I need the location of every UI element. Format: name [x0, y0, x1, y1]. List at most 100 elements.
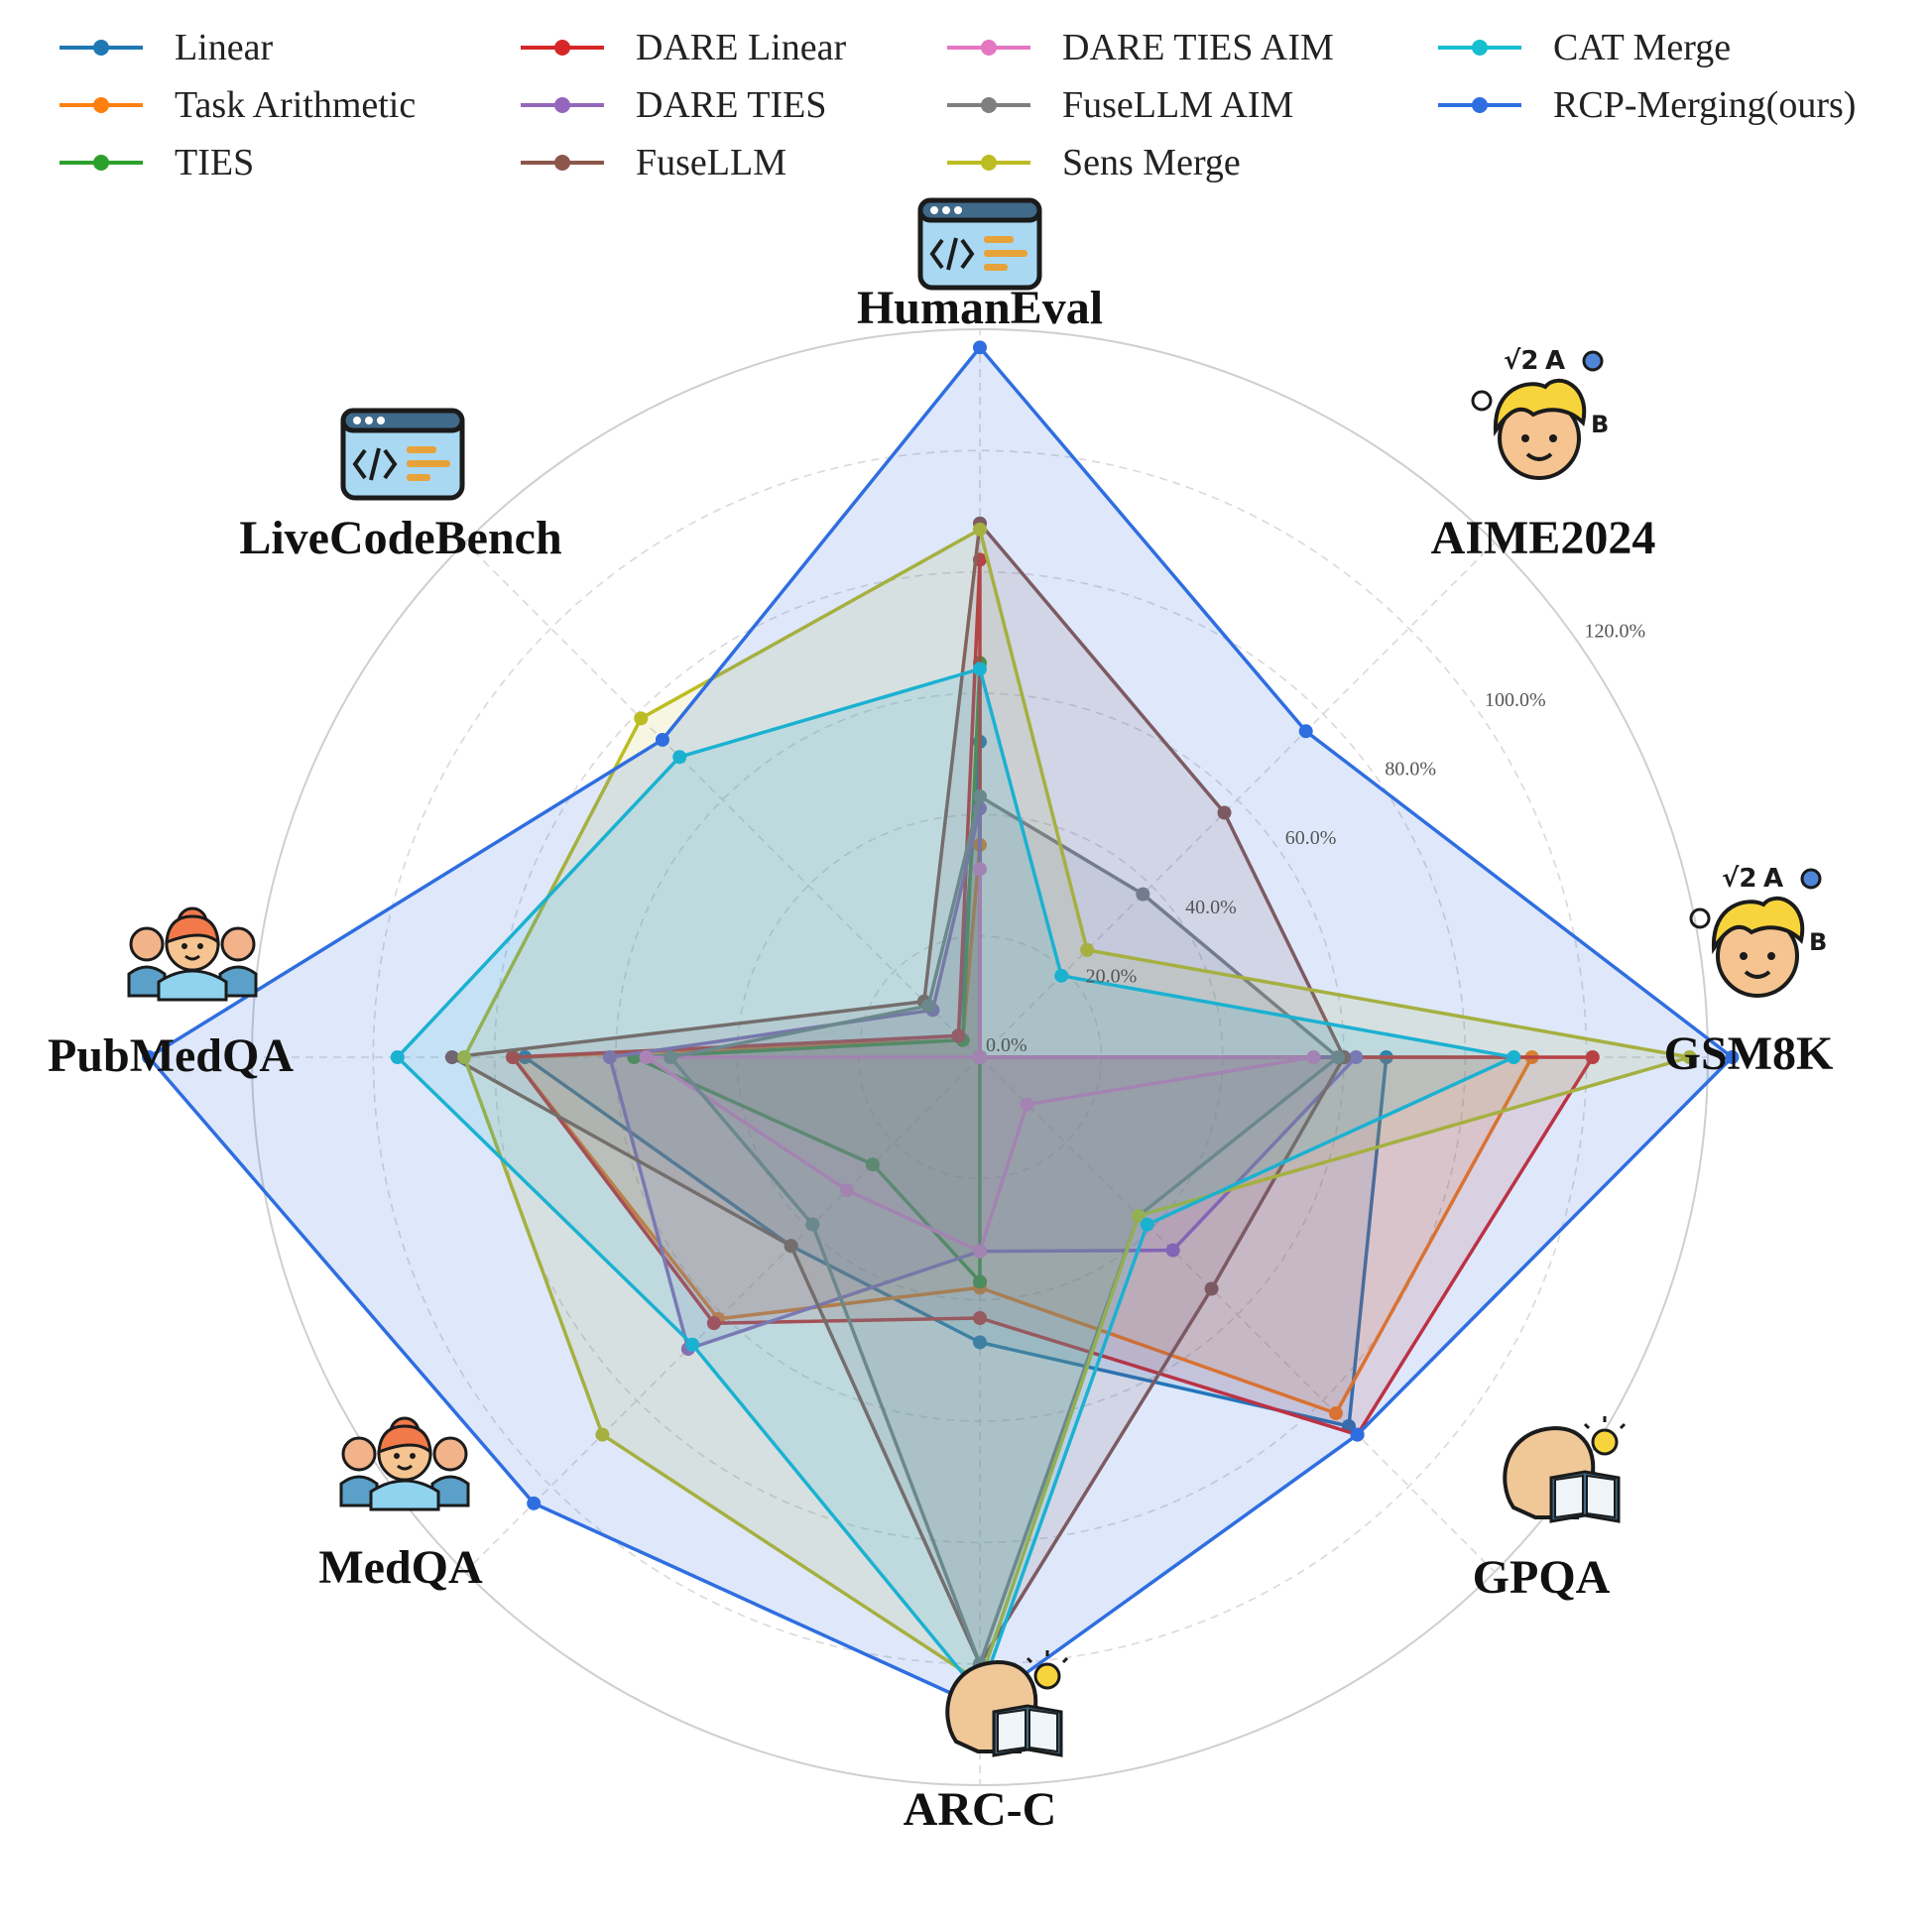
data-point-rcp-merging-ours-gpqa: [1350, 1427, 1365, 1442]
legend-item-dare-linear: DARE Linear: [521, 24, 846, 71]
data-point-sens-merge-medqa: [595, 1427, 610, 1442]
data-point-dare-ties-gsm8k: [1349, 1050, 1364, 1064]
legend-swatch: [60, 148, 143, 178]
legend-swatch: [521, 90, 604, 120]
data-point-fusellm-pubmedqa: [444, 1050, 459, 1064]
legend-swatch: [947, 33, 1030, 62]
radial-tick-label: 60.0%: [1285, 827, 1337, 849]
data-point-dare-ties-aim-gsm8k: [1306, 1050, 1321, 1064]
legend-label: RCP-Merging(ours): [1553, 84, 1857, 126]
axis-label-pubmedqa: PubMedQA: [48, 1029, 294, 1082]
axis-label-gpqa: GPQA: [1473, 1551, 1611, 1604]
grid-spoke: [464, 542, 981, 1058]
axis-label-aime2024: AIME2024: [1431, 512, 1656, 564]
data-point-cat-merge-pubmedqa: [390, 1050, 405, 1064]
axis-label-gsm8k: GSM8K: [1664, 1027, 1834, 1080]
data-point-sens-merge-gpqa: [1132, 1209, 1147, 1224]
data-point-sens-merge-livecodebench: [634, 711, 649, 726]
code-icon: [920, 200, 1039, 288]
data-point-dare-ties-aim-pubmedqa: [639, 1050, 654, 1064]
data-point-fusellm-aim-livecodebench: [921, 999, 936, 1014]
legend-label: FuseLLM: [636, 142, 786, 183]
legend-label: Task Arithmetic: [175, 84, 417, 126]
doctor-icon: [127, 906, 258, 1002]
legend-label: TIES: [175, 142, 255, 183]
data-point-dare-ties-aim-humaneval: [973, 862, 987, 877]
student-icon: [1689, 862, 1830, 998]
radial-tick-label: 40.0%: [1185, 897, 1237, 918]
legend-label: FuseLLM AIM: [1062, 84, 1294, 126]
radial-tick-label: 80.0%: [1385, 759, 1436, 781]
data-point-rcp-merging-ours-gsm8k: [1725, 1050, 1740, 1064]
legend-item-sens-merge: Sens Merge: [947, 139, 1241, 186]
legend-item-task-arithmetic: Task Arithmetic: [60, 81, 416, 129]
series-dare-ties-aim: [639, 862, 1321, 1259]
radial-tick-label: 120.0%: [1585, 620, 1646, 642]
data-point-rcp-merging-ours-livecodebench: [655, 732, 669, 747]
data-point-dare-ties-aim-medqa: [839, 1183, 854, 1198]
data-point-rcp-merging-ours-pubmedqa: [142, 1050, 157, 1064]
data-point-dare-ties-aim-livecodebench: [973, 1050, 987, 1064]
data-point-fusellm-aim-aime2024: [1136, 887, 1150, 902]
data-point-ties-medqa: [865, 1157, 880, 1172]
legend-swatch: [521, 33, 604, 62]
legend-swatch: [947, 90, 1030, 120]
legend: Linear Task Arithmetic TIES DARE Linear DARE…: [60, 24, 1904, 192]
legend-item-dare-ties-aim: DARE TIES AIM: [947, 24, 1334, 71]
data-point-cat-merge-gpqa: [1140, 1217, 1154, 1232]
grid-spoke: [979, 1056, 1496, 1573]
data-point-task-arithmetic-gpqa: [1328, 1405, 1343, 1420]
data-point-fusellm-aim-gsm8k: [1330, 1050, 1345, 1064]
legend-swatch: [1438, 90, 1521, 120]
legend-item-dare-ties: DARE TIES: [521, 81, 826, 129]
data-point-cat-merge-aime2024: [1054, 968, 1069, 983]
grid-spoke: [979, 542, 1496, 1058]
axis-label-medqa: MedQA: [318, 1541, 483, 1594]
data-point-linear-arc-c: [973, 1335, 987, 1350]
legend-label: DARE TIES: [636, 84, 827, 126]
data-point-sens-merge-humaneval: [973, 522, 987, 537]
legend-item-fusellm: FuseLLM: [521, 139, 786, 186]
radial-tick-label: 0.0%: [986, 1034, 1027, 1056]
data-point-cat-merge-medqa: [685, 1337, 700, 1352]
data-point-dare-ties-gpqa: [1165, 1243, 1180, 1258]
data-point-fusellm-aim-humaneval: [973, 788, 987, 803]
data-point-fusellm-gpqa: [1204, 1281, 1219, 1296]
legend-swatch: [947, 148, 1030, 178]
legend-item-cat-merge: CAT Merge: [1438, 24, 1731, 71]
data-point-cat-merge-humaneval: [973, 662, 987, 676]
data-point-sens-merge-gsm8k: [1682, 1050, 1697, 1064]
legend-label: Sens Merge: [1062, 142, 1241, 183]
legend-item-ties: TIES: [60, 139, 254, 186]
legend-swatch: [60, 33, 143, 62]
axis-label-arc-c: ARC-C: [904, 1783, 1057, 1836]
data-point-cat-merge-livecodebench: [672, 750, 687, 765]
legend-label: DARE Linear: [636, 27, 847, 68]
student-icon: [1471, 344, 1612, 480]
legend-swatch: [1438, 33, 1521, 62]
radial-tick-label: 20.0%: [1086, 965, 1138, 987]
data-point-dare-linear-arc-c: [973, 1311, 987, 1326]
radial-tick-label: 100.0%: [1485, 689, 1546, 711]
radar-series: [142, 340, 1740, 1714]
legend-label: DARE TIES AIM: [1062, 27, 1334, 68]
legend-item-rcp-merging-ours: RCP-Merging(ours): [1438, 81, 1856, 129]
data-point-rcp-merging-ours-humaneval: [973, 340, 987, 355]
reader-icon: [1503, 1414, 1627, 1523]
data-point-fusellm-medqa: [784, 1239, 798, 1254]
data-point-fusellm-aim-pubmedqa: [664, 1050, 678, 1064]
data-point-dare-linear-gsm8k: [1585, 1050, 1600, 1064]
data-point-dare-linear-pubmedqa: [506, 1050, 521, 1064]
radial-ticks: 0.0% 20.0% 40.0% 60.0% 80.0% 100.0% 120.0%: [986, 620, 1645, 1056]
data-point-fusellm-aim-medqa: [805, 1217, 820, 1232]
data-point-rcp-merging-ours-medqa: [527, 1496, 542, 1510]
data-point-dare-linear-livecodebench: [951, 1028, 966, 1043]
data-point-ties-arc-c: [973, 1274, 987, 1289]
data-point-dare-ties-aim-gpqa: [1020, 1097, 1034, 1112]
doctor-icon: [339, 1416, 470, 1511]
legend-label: Linear: [175, 27, 274, 68]
legend-swatch: [521, 148, 604, 178]
data-point-dare-linear-medqa: [706, 1316, 721, 1331]
